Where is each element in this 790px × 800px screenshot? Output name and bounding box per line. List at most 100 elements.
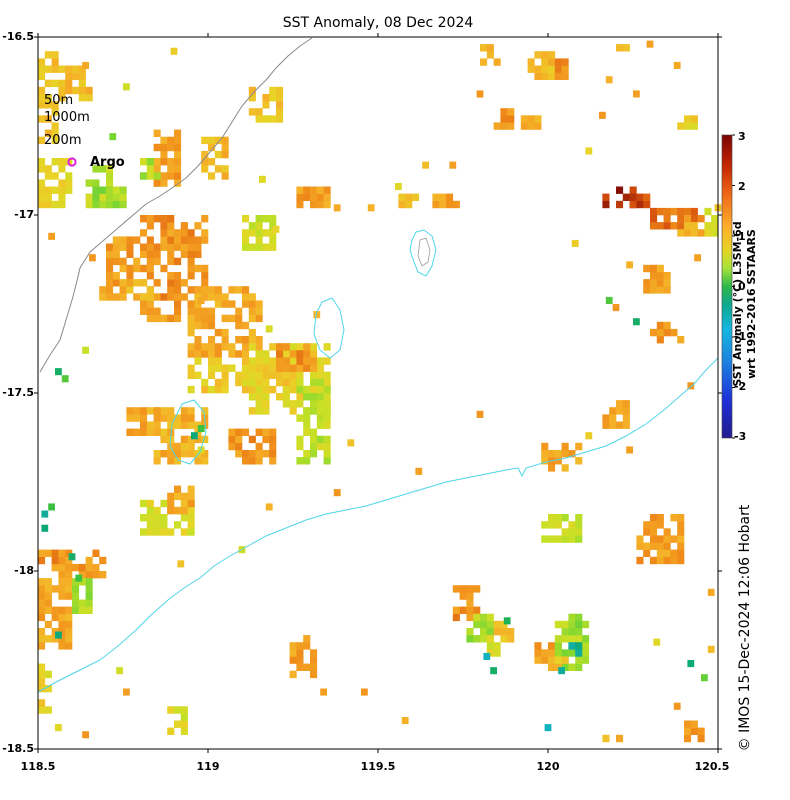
anomaly-cell	[146, 293, 154, 301]
isobath-shoal-3	[169, 399, 207, 465]
anomaly-cell	[561, 514, 569, 522]
anomaly-cell	[255, 400, 263, 408]
anomaly-cell	[561, 649, 569, 657]
anomaly-cell	[690, 115, 698, 123]
anomaly-cell	[248, 229, 256, 237]
anomaly-cell	[221, 364, 229, 372]
anomaly-cell	[85, 599, 93, 607]
anomaly-cell	[296, 186, 304, 194]
anomaly-cell	[228, 314, 236, 323]
anomaly-cell	[123, 83, 130, 91]
anomaly-cell	[480, 613, 488, 622]
anomaly-cell	[106, 279, 114, 287]
anomaly-cell	[187, 435, 195, 444]
plot-frame	[37, 36, 719, 750]
anomaly-cell	[187, 328, 195, 337]
anomaly-cell	[146, 300, 154, 308]
anomaly-cell	[174, 492, 182, 501]
colorbar-tick-label: 0	[738, 280, 746, 293]
anomaly-cell	[41, 524, 49, 532]
anomaly-cell	[51, 158, 59, 166]
anomaly-cell	[174, 165, 182, 173]
anomaly-cell	[493, 620, 501, 629]
anomaly-cell	[333, 489, 341, 497]
anomaly-cell	[85, 606, 93, 614]
anomaly-cell	[575, 649, 583, 657]
anomaly-cell	[677, 514, 685, 522]
anomaly-cell	[289, 364, 297, 372]
anomaly-cell	[656, 535, 664, 543]
anomaly-cell	[507, 635, 515, 643]
y-tick-label: -18	[14, 564, 34, 577]
anomaly-cell	[38, 635, 46, 643]
anomaly-cell	[255, 385, 263, 394]
anomaly-cell	[153, 243, 161, 251]
anomaly-cell	[174, 293, 182, 301]
anomaly-cell	[58, 585, 66, 593]
anomaly-cell	[160, 236, 168, 244]
anomaly-cell	[112, 279, 120, 287]
anomaly-cell	[663, 556, 671, 565]
anomaly-cell	[38, 193, 46, 201]
anomaly-cell	[174, 229, 182, 237]
anomaly-cell	[323, 407, 331, 415]
anomaly-cell	[656, 328, 664, 337]
anomaly-cell	[133, 264, 141, 273]
anomaly-cell	[269, 243, 277, 251]
anomaly-cell	[167, 279, 175, 287]
anomaly-cell	[255, 357, 263, 365]
anomaly-cell	[180, 421, 188, 429]
anomaly-cell	[187, 314, 195, 323]
anomaly-cell	[106, 293, 114, 301]
anomaly-cell	[85, 200, 93, 209]
anomaly-cell	[707, 588, 715, 596]
anomaly-cell	[697, 727, 705, 735]
anomaly-cell	[214, 357, 222, 365]
anomaly-cell	[561, 635, 569, 643]
anomaly-cell	[167, 136, 175, 145]
anomaly-cell	[44, 200, 52, 209]
anomaly-cell	[561, 663, 569, 671]
anomaly-cell	[38, 549, 46, 557]
anomaly-cell	[255, 450, 263, 458]
anomaly-cell	[656, 521, 664, 529]
anomaly-cell	[44, 129, 52, 137]
anomaly-cell	[146, 222, 154, 230]
anomaly-cell	[92, 571, 100, 579]
anomaly-cell	[466, 599, 474, 607]
x-tick-label: 120.5	[694, 760, 730, 773]
anomaly-cell	[544, 724, 552, 732]
anomaly-cell	[38, 115, 46, 123]
anomaly-cell	[140, 172, 148, 180]
anomaly-cell	[153, 215, 161, 223]
anomaly-cell	[133, 407, 141, 415]
anomaly-cell	[548, 450, 556, 458]
anomaly-cell	[99, 186, 107, 194]
anomaly-cell	[78, 606, 86, 614]
anomaly-cell	[663, 528, 671, 536]
anomaly-cell	[269, 385, 277, 394]
anomaly-cell	[180, 528, 188, 536]
anomaly-cells	[38, 40, 722, 743]
anomaly-cell	[187, 421, 195, 429]
anomaly-cell	[174, 450, 182, 458]
anomaly-cell	[548, 51, 556, 59]
anomaly-cell	[78, 599, 86, 607]
anomaly-cell	[58, 79, 66, 88]
anomaly-cell	[248, 343, 256, 351]
anomaly-cell	[55, 368, 62, 376]
anomaly-cell	[561, 72, 569, 80]
anomaly-cell	[112, 193, 120, 201]
anomaly-cell	[174, 720, 182, 728]
anomaly-cell	[694, 254, 701, 262]
anomaly-cell	[44, 606, 52, 614]
anomaly-cell	[282, 343, 290, 351]
anomaly-cell	[58, 556, 66, 565]
anomaly-cell	[316, 378, 324, 387]
anomaly-cell	[180, 222, 188, 230]
anomaly-cell	[160, 435, 168, 444]
anomaly-cell	[221, 136, 229, 145]
anomaly-cell	[174, 272, 182, 280]
anomaly-cell	[534, 72, 542, 80]
anomaly-cell	[316, 364, 324, 372]
